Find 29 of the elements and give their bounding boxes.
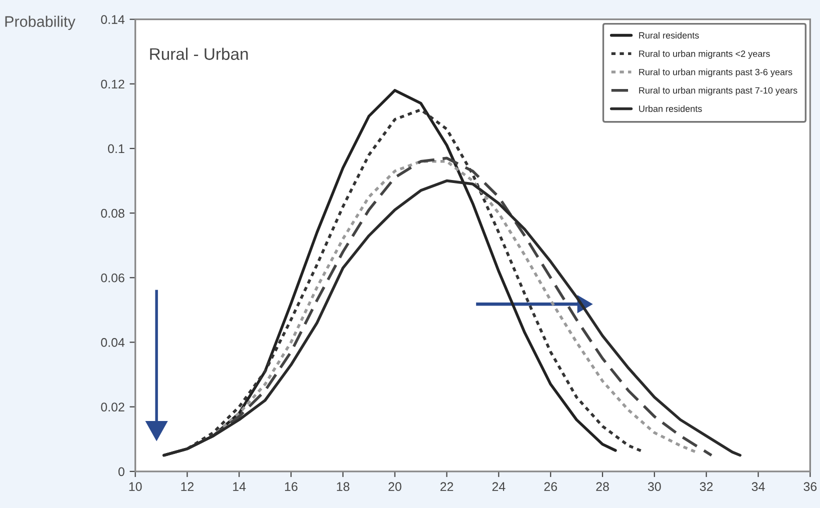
- y-tick-label: 0.12: [101, 80, 124, 89]
- y-tick-label: 0.06: [101, 273, 124, 282]
- y-tick-label: 0.04: [101, 338, 125, 347]
- text: Rural - Urban: [150, 48, 248, 60]
- y-tick-label: 0: [118, 467, 124, 476]
- legend-label: Rural residents: [639, 32, 699, 39]
- x-tick-label: 14: [233, 482, 246, 491]
- y-tick-label: 0.1: [108, 144, 124, 154]
- legend-label: Urban residents: [639, 105, 702, 112]
- y-tick-label: 0.08: [101, 208, 124, 218]
- x-tick-label: 36: [804, 482, 817, 492]
- x-tick-label: 34: [752, 482, 765, 492]
- y-axis-title: Probability: [5, 16, 76, 30]
- x-tick-label: 18: [336, 482, 350, 492]
- y-tick-label: 0.02: [101, 402, 124, 412]
- x-tick-label: 20: [388, 482, 402, 492]
- x-tick-label: 28: [596, 482, 609, 492]
- x-tick-label: 12: [181, 482, 194, 491]
- x-tick-label: 22: [440, 482, 454, 491]
- legend-label: Rural to urban migrants <2 years: [639, 50, 770, 59]
- x-tick-label: 32: [700, 482, 713, 492]
- y-tick-label: 0.14: [101, 15, 125, 24]
- x-tick-label: 24: [492, 482, 506, 491]
- x-tick-label: 26: [544, 482, 557, 492]
- legend-label: Rural to urban migrants past 7-10 years: [639, 86, 798, 96]
- x-tick-label: 30: [648, 482, 661, 492]
- x-tick-label: 16: [285, 482, 298, 492]
- legend-label: Rural to urban migrants past 3-6 years: [639, 68, 792, 78]
- x-tick-label: 10: [129, 482, 142, 492]
